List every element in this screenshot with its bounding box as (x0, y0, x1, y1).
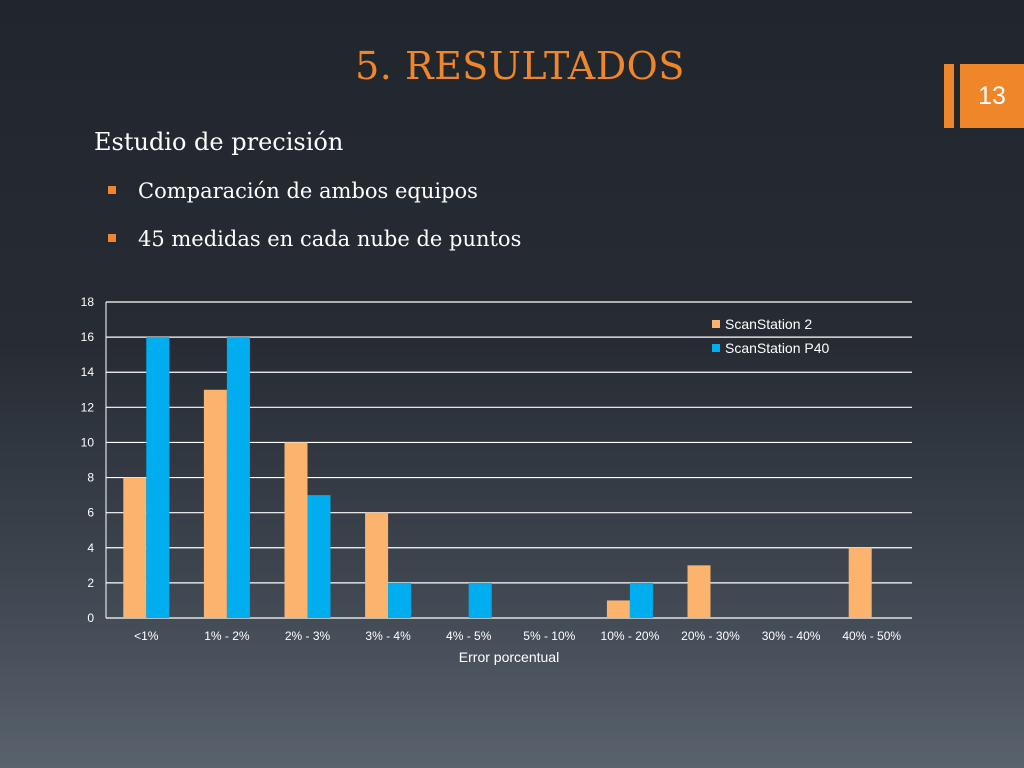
y-tick-label: 2 (87, 576, 94, 590)
y-tick-label: 14 (81, 365, 95, 379)
bar-scanstation-p40 (629, 582, 653, 618)
y-tick-label: 12 (81, 400, 95, 414)
bullet-item: Comparación de ambos equipos (108, 176, 521, 224)
bullet-text: 45 medidas en cada nube de puntos (138, 227, 522, 251)
bullet-item: 45 medidas en cada nube de puntos (108, 224, 521, 272)
bar-scanstation-2 (365, 512, 389, 618)
bar-scanstation-2 (284, 442, 308, 618)
x-tick-label: 10% - 20% (601, 629, 660, 643)
bullet-list: Comparación de ambos equipos 45 medidas … (108, 176, 521, 272)
page-number-accent-bar (944, 64, 954, 128)
x-tick-label: 30% - 40% (762, 629, 821, 643)
bar-scanstation-p40 (468, 582, 492, 618)
x-tick-label: 20% - 30% (681, 629, 740, 643)
y-tick-label: 10 (81, 435, 95, 449)
bar-scanstation-p40 (226, 337, 250, 618)
bullet-square-icon (108, 186, 116, 194)
bar-scanstation-2 (848, 547, 872, 618)
bar-scanstation-p40 (388, 582, 412, 618)
x-tick-label: 4% - 5% (446, 629, 492, 643)
y-tick-label: 16 (81, 330, 95, 344)
legend-swatch (712, 320, 720, 328)
x-tick-label: 2% - 3% (285, 629, 331, 643)
y-tick-label: 0 (87, 611, 94, 625)
legend-label: ScanStation 2 (725, 316, 812, 332)
legend-swatch (712, 344, 720, 352)
legend-label: ScanStation P40 (725, 340, 830, 356)
x-tick-label: <1% (134, 629, 159, 643)
slide-subtitle: Estudio de precisión (94, 128, 344, 156)
bar-scanstation-p40 (146, 337, 170, 618)
x-tick-label: 1% - 2% (204, 629, 250, 643)
x-tick-label: 3% - 4% (365, 629, 411, 643)
x-tick-label: 5% - 10% (523, 629, 575, 643)
y-tick-label: 6 (87, 506, 94, 520)
bar-scanstation-2 (687, 565, 711, 618)
bar-scanstation-2 (606, 600, 630, 618)
y-tick-label: 18 (81, 295, 95, 309)
bar-scanstation-p40 (307, 495, 331, 618)
slide-title: 5. RESULTADOS (355, 44, 685, 88)
y-tick-label: 8 (87, 471, 94, 485)
x-tick-label: 40% - 50% (842, 629, 901, 643)
page-number: 13 (960, 64, 1024, 128)
y-tick-label: 4 (87, 541, 94, 555)
x-axis-title: Error porcentual (459, 649, 559, 665)
bullet-text: Comparación de ambos equipos (138, 179, 478, 203)
bullet-square-icon (108, 234, 116, 242)
bar-scanstation-2 (203, 389, 227, 618)
bar-scanstation-2 (123, 477, 147, 618)
